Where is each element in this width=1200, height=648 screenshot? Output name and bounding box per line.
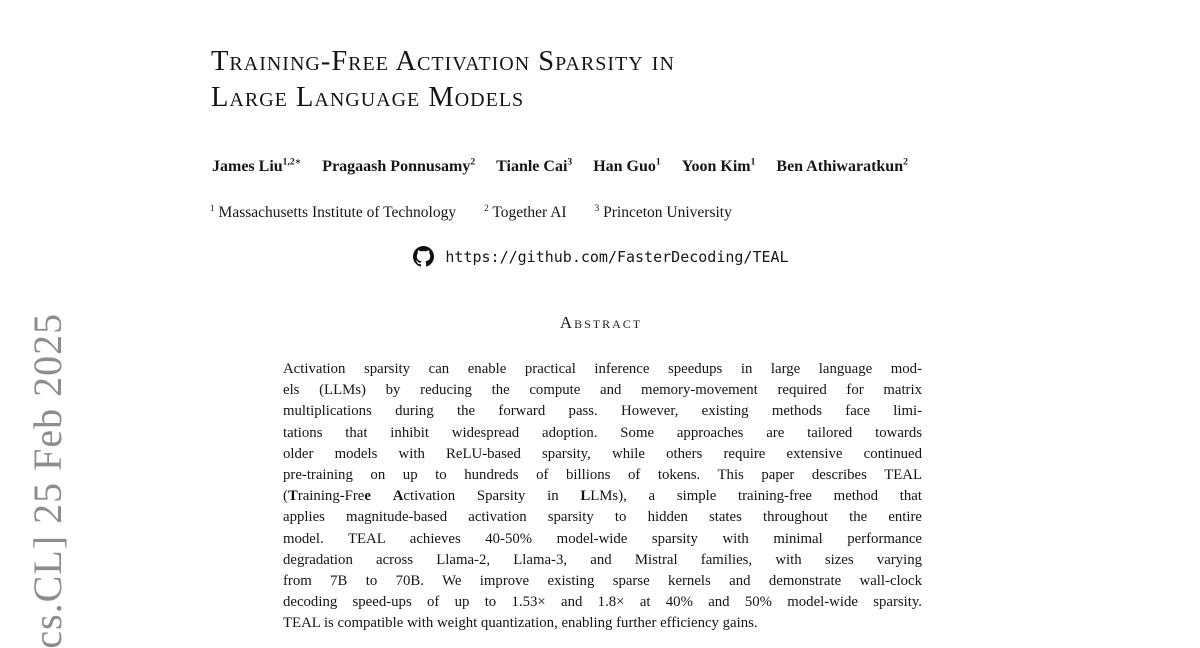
abstract-line: from 7B to 70B. We improve existing spar… [283, 573, 922, 590]
author: Ben Athiwaratkun2 [776, 156, 908, 175]
arxiv-watermark: [cs.CL] 25 Feb 2025 [25, 312, 70, 648]
repo-link[interactable]: https://github.com/FasterDecoding/TEAL [445, 247, 789, 266]
abstract-line: Activation sparsity can enable practical… [283, 361, 922, 377]
abstract-line: older models with ReLU-based sparsity, w… [283, 445, 922, 462]
abstract-line: (Training-Free Activation Sparsity in LL… [283, 488, 922, 505]
author: Pragaash Ponnusamy2 [322, 156, 476, 175]
paper-title-line1: Training-Free Activation Sparsity in [211, 46, 675, 77]
affiliation: 2 Together AI [484, 203, 567, 221]
abstract-line: els (LLMs) by reducing the compute and m… [283, 382, 922, 399]
author: Yoon Kim1 [681, 156, 756, 175]
author: Tianle Cai3 [496, 156, 573, 175]
affiliation: 1 Massachusetts Institute of Technology [210, 203, 457, 221]
abstract-body: Activation sparsity can enable practical… [283, 359, 922, 635]
abstract-line: degradation across Llama-2, Llama-3, and… [283, 551, 922, 568]
abstract-heading: Abstract [559, 313, 643, 332]
abstract-line: tations that inhibit widespread adoption… [283, 424, 922, 441]
author: James Liu1,2∗ [212, 156, 302, 175]
paper-title: Training-Free Activation Sparsity in Lar… [211, 44, 675, 116]
affiliation-list: 1 Massachusetts Institute of Technology 2… [210, 204, 732, 222]
abstract-line: TEAL is compatible with weight quantizat… [283, 615, 758, 632]
abstract-line: pre-training on up to hundreds of billio… [283, 467, 922, 484]
affiliation: 3 Princeton University [594, 203, 732, 221]
repo-row: https://github.com/FasterDecoding/TEAL [211, 246, 991, 267]
abstract-line: applies magnitude-based activation spars… [283, 509, 922, 526]
abstract-line: model. TEAL achieves 40-50% model-wide s… [283, 530, 922, 547]
paper-title-line2: Large Language Models [211, 82, 525, 113]
author: Han Guo1 [593, 156, 661, 175]
abstract-line: multiplications during the forward pass.… [283, 403, 922, 420]
abstract-line: decoding speed-ups of up to 1.53× and 1.… [283, 594, 922, 611]
github-icon [413, 246, 435, 267]
author-list: James Liu1,2∗ Pragaash Ponnusamy2 Tianle C… [212, 156, 908, 176]
